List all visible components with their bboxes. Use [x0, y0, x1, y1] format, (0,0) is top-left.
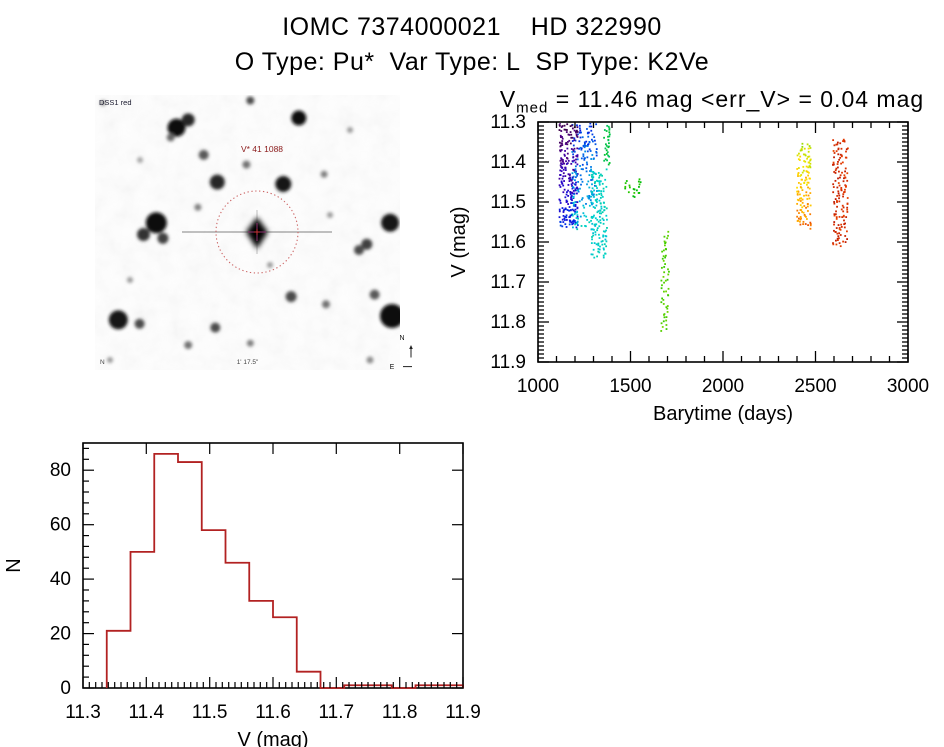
svg-text:DSS1 red: DSS1 red [99, 98, 132, 107]
svg-text:N: N [100, 359, 105, 366]
svg-text:E: E [390, 364, 395, 371]
svg-text:1' 17.5": 1' 17.5" [237, 359, 259, 366]
svg-text:N: N [399, 335, 404, 342]
svg-text:V* 41 1088: V* 41 1088 [241, 144, 283, 154]
